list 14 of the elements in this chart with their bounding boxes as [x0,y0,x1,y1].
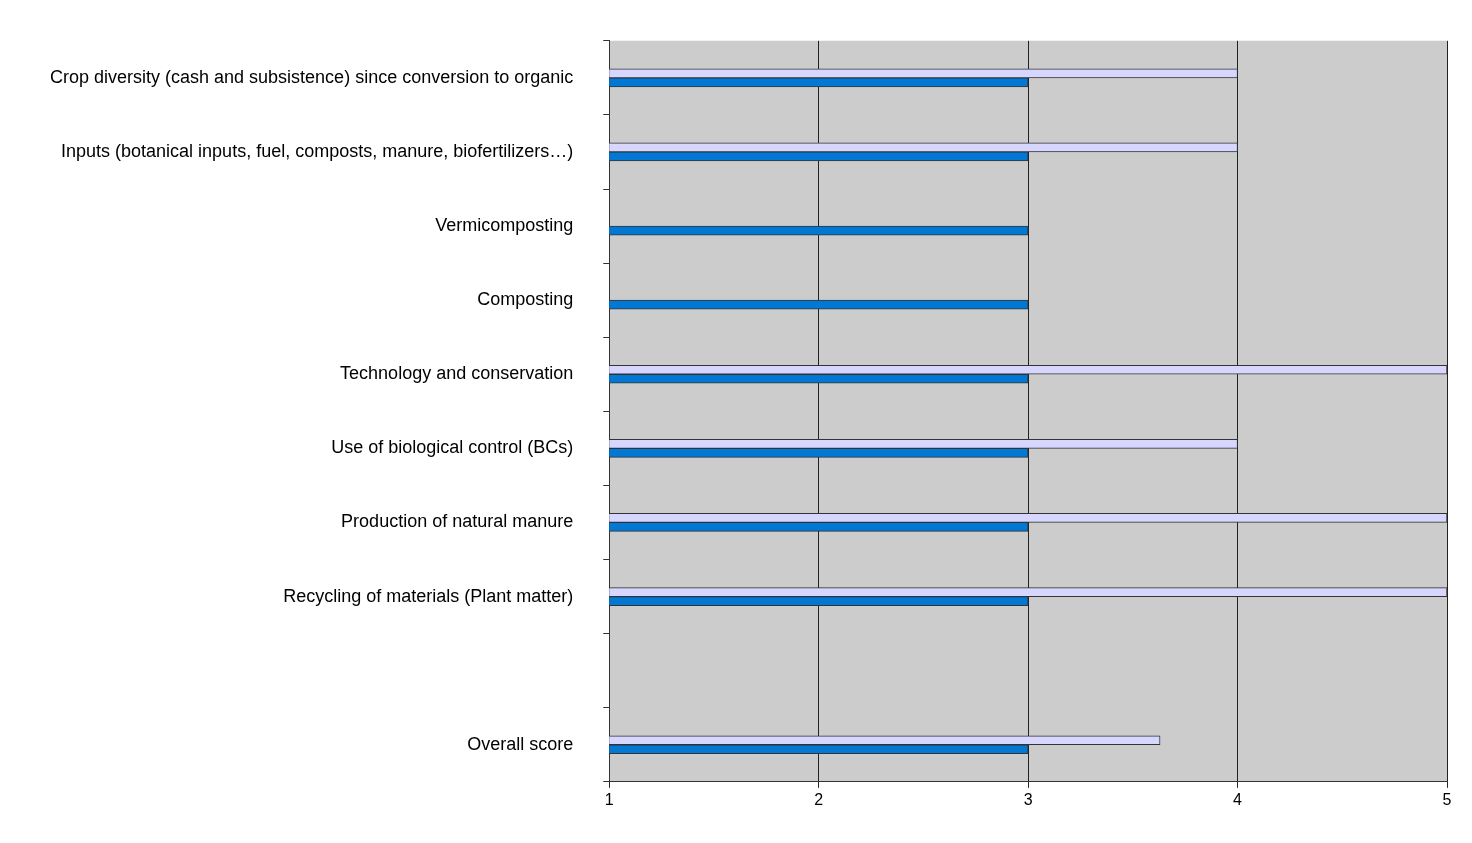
x-tick-label: 5 [1442,790,1452,808]
y-tick-label: Inputs (botanical inputs, fuel, composts, manure, biofertilizers…) [61,140,574,161]
y-tick-label: Recycling of materials (Plant matter) [283,585,574,606]
x-tick-label: 2 [814,790,824,808]
y-tick-label: Composting [477,289,574,310]
y-tick-label: Production of natural manure [341,511,574,532]
y-tick-label: Overall score [467,733,574,754]
x-tick-label: 4 [1233,790,1243,808]
y-tick-label: Technology and conservation [340,363,574,384]
x-tick-label: 1 [604,790,614,808]
y-tick-label: Crop diversity (cash and subsistence) since conversion to organic [50,66,574,87]
y-tick-label: Use of biological control (BCs) [331,437,574,458]
y-tick-label: Vermicomposting [435,215,574,236]
x-tick-label: 3 [1023,790,1033,808]
